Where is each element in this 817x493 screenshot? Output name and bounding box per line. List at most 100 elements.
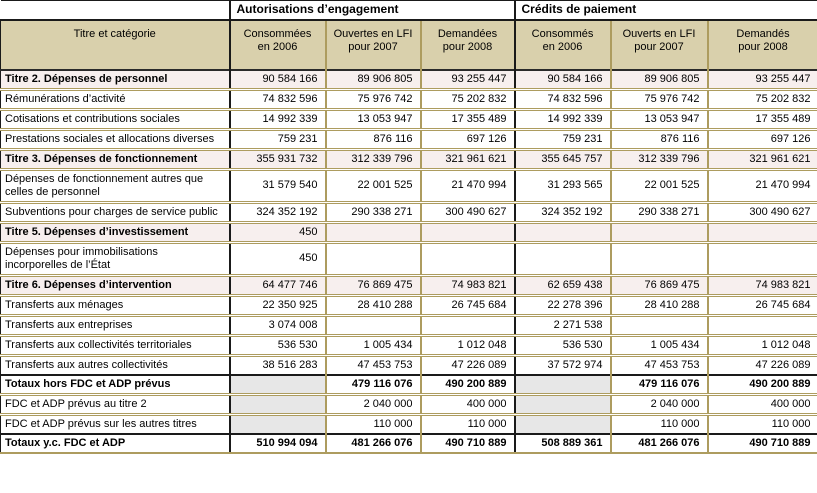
cell-value: 876 116 [609, 127, 708, 149]
cell-value: 536 530 [513, 333, 611, 355]
row-label: Prestations sociales et allocations dive… [0, 127, 230, 149]
row-label: Titre 6. Dépenses d’intervention [0, 273, 230, 295]
cell-value: 450 [228, 220, 326, 242]
table-row: Totaux hors FDC et ADP prévus 479 116 076… [0, 373, 817, 394]
cell-value: 26 745 684 [419, 293, 515, 315]
table-row: Titre 6. Dépenses d’intervention 64 477 7… [0, 273, 817, 295]
cell-value: 324 352 192 [228, 200, 326, 222]
cell-value: 90 584 166 [228, 68, 326, 89]
cell-value: 22 350 925 [228, 293, 326, 315]
cell-value: 14 992 339 [513, 107, 611, 129]
cell-value [706, 240, 817, 275]
cell-value: 400 000 [419, 392, 515, 414]
row-label: Titre 5. Dépenses d’investissement [0, 220, 230, 242]
cell-value: 93 255 447 [706, 68, 817, 89]
cell-value [513, 373, 611, 394]
cell-value: 400 000 [706, 392, 817, 414]
cell-value: 1 005 434 [324, 333, 421, 355]
cell-value: 697 126 [706, 127, 817, 149]
group-header-credits-paiement: Crédits de paiement [513, 0, 817, 21]
row-label: Titre 2. Dépenses de personnel [0, 68, 230, 89]
cell-value [324, 220, 421, 242]
row-label: Transferts aux entreprises [0, 313, 230, 335]
cell-value: 321 961 621 [419, 147, 515, 169]
cell-value: 38 516 283 [228, 353, 326, 375]
cell-value: 47 453 753 [324, 353, 421, 375]
row-label: Totaux hors FDC et ADP prévus [0, 373, 230, 394]
cell-value: 75 202 832 [419, 87, 515, 109]
cell-value: 450 [228, 240, 326, 275]
cell-value: 26 745 684 [706, 293, 817, 315]
cell-value: 74 983 821 [419, 273, 515, 295]
cell-value [513, 392, 611, 414]
table-row: Titre 5. Dépenses d’investissement 450 [0, 220, 817, 242]
cell-value: 355 931 732 [228, 147, 326, 169]
table-header: Autorisations d’engagement Crédits de pa… [0, 0, 817, 70]
cell-value: 490 710 889 [419, 432, 515, 454]
table-row: Transferts aux collectivités territorial… [0, 333, 817, 355]
cell-value: 2 040 000 [609, 392, 708, 414]
row-label: FDC et ADP prévus au titre 2 [0, 392, 230, 414]
cell-value: 536 530 [228, 333, 326, 355]
column-group-row: Autorisations d’engagement Crédits de pa… [0, 0, 817, 21]
table-body: Titre 2. Dépenses de personnel 90 584 166… [0, 68, 817, 454]
cell-value: 64 477 746 [228, 273, 326, 295]
cell-value: 74 832 596 [228, 87, 326, 109]
row-label: Titre 3. Dépenses de fonctionnement [0, 147, 230, 169]
cell-value: 17 355 489 [419, 107, 515, 129]
table-row: Titre 2. Dépenses de personnel 90 584 166… [0, 68, 817, 89]
cell-value: 312 339 796 [324, 147, 421, 169]
column-header-row: Titre et catégorie Consommées en 2006 Ou… [0, 19, 817, 70]
cell-value: 290 338 271 [609, 200, 708, 222]
cell-value: 479 116 076 [324, 373, 421, 394]
cell-value: 876 116 [324, 127, 421, 149]
cell-value [324, 240, 421, 275]
cell-value [609, 240, 708, 275]
cell-value: 13 053 947 [324, 107, 421, 129]
cell-value [706, 220, 817, 242]
cell-value: 510 994 094 [228, 432, 326, 454]
row-label: Transferts aux ménages [0, 293, 230, 315]
cell-value: 2 271 538 [513, 313, 611, 335]
col-header-ae-ouvertes-lfi-2007: Ouvertes en LFI pour 2007 [324, 19, 421, 70]
cell-value: 28 410 288 [609, 293, 708, 315]
table-row: FDC et ADP prévus sur les autres titres 1… [0, 412, 817, 434]
cell-value: 76 869 475 [324, 273, 421, 295]
cell-value: 14 992 339 [228, 107, 326, 129]
row-label: Rémunérations d’activité [0, 87, 230, 109]
cell-value [513, 240, 611, 275]
cell-value: 1 005 434 [609, 333, 708, 355]
row-label: Dépenses pour immobilisations incorporel… [0, 240, 230, 275]
cell-value: 312 339 796 [609, 147, 708, 169]
cell-value: 17 355 489 [706, 107, 817, 129]
row-label: Subventions pour charges de service publ… [0, 200, 230, 222]
cell-value: 110 000 [609, 412, 708, 434]
cell-value: 321 961 621 [706, 147, 817, 169]
row-label: Cotisations et contributions sociales [0, 107, 230, 129]
table-row: Totaux y.c. FDC et ADP 510 994 094 481 266… [0, 432, 817, 454]
cell-value: 1 012 048 [706, 333, 817, 355]
cell-value [419, 240, 515, 275]
row-label: Transferts aux collectivités territorial… [0, 333, 230, 355]
cell-value: 110 000 [706, 412, 817, 434]
cell-value: 697 126 [419, 127, 515, 149]
cell-value: 481 266 076 [609, 432, 708, 454]
cell-value: 1 012 048 [419, 333, 515, 355]
row-label: Totaux y.c. FDC et ADP [0, 432, 230, 454]
cell-value: 47 226 089 [706, 353, 817, 375]
cell-value: 508 889 361 [513, 432, 611, 454]
table-row: Subventions pour charges de service publ… [0, 200, 817, 222]
table-row: Transferts aux entreprises 3 074 008 2 271… [0, 313, 817, 335]
cell-value: 21 470 994 [706, 167, 817, 202]
cell-value [228, 373, 326, 394]
col-header-ae-consommees-2006: Consommées en 2006 [228, 19, 326, 70]
cell-value [324, 313, 421, 335]
cell-value: 75 202 832 [706, 87, 817, 109]
cell-value: 62 659 438 [513, 273, 611, 295]
cell-value: 74 832 596 [513, 87, 611, 109]
cell-value: 481 266 076 [324, 432, 421, 454]
cell-value [228, 392, 326, 414]
cell-value: 22 278 396 [513, 293, 611, 315]
cell-value: 93 255 447 [419, 68, 515, 89]
